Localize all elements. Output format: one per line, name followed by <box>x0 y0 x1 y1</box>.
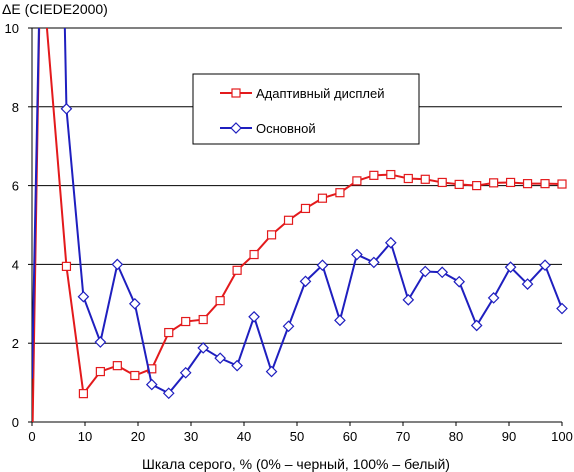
data-point <box>470 319 483 332</box>
data-point <box>181 316 191 327</box>
y-tick-label: 4 <box>12 257 19 272</box>
data-point <box>128 297 141 310</box>
data-point <box>505 177 516 188</box>
data-point <box>198 314 208 325</box>
x-axis-title: Шкала серого, % (0% – черный, 100% – бел… <box>142 456 450 472</box>
data-point <box>504 261 517 274</box>
legend-marker <box>231 88 241 98</box>
data-point <box>282 320 295 333</box>
y-tick-label: 8 <box>12 100 19 115</box>
data-point <box>60 102 73 115</box>
x-tick-label: 80 <box>449 429 463 444</box>
data-point <box>214 352 226 365</box>
y-tick-label: 2 <box>12 336 19 351</box>
x-tick-label: 40 <box>237 429 251 444</box>
data-point <box>472 181 482 191</box>
data-point <box>487 292 500 304</box>
data-point <box>419 265 432 278</box>
data-point <box>111 258 124 271</box>
legend-label: Основной <box>256 121 316 136</box>
data-point <box>162 387 175 400</box>
data-point <box>521 278 534 290</box>
data-point <box>130 370 140 381</box>
data-point <box>351 248 363 261</box>
x-tick-label: 10 <box>78 429 92 444</box>
data-point <box>420 174 430 184</box>
data-point <box>384 236 397 249</box>
data-point <box>369 170 379 180</box>
data-point <box>316 259 329 272</box>
data-point <box>231 359 243 372</box>
data-point <box>453 275 466 288</box>
data-point <box>112 361 122 371</box>
data-point <box>539 259 551 272</box>
y-tick-label: 10 <box>5 21 19 36</box>
data-point <box>265 365 278 378</box>
data-point <box>403 173 413 184</box>
series-line <box>32 28 562 422</box>
data-point <box>300 203 311 214</box>
x-tick-label: 90 <box>502 429 516 444</box>
data-point <box>557 179 567 189</box>
x-tick-label: 30 <box>184 429 198 444</box>
data-point <box>283 215 294 225</box>
data-point <box>299 275 312 288</box>
data-point <box>402 294 415 306</box>
data-point <box>368 256 380 269</box>
data-point <box>164 327 174 338</box>
data-point <box>522 179 533 189</box>
data-point <box>61 261 72 271</box>
legend: Адаптивный дисплей Основной <box>192 73 420 145</box>
data-point <box>197 342 210 354</box>
x-tick-label: 50 <box>290 429 304 444</box>
data-point <box>454 179 464 190</box>
data-point <box>436 266 449 279</box>
y-axis-title: ΔE (CIEDE2000) <box>2 1 108 17</box>
data-point <box>77 290 90 303</box>
data-point <box>95 366 105 377</box>
data-point <box>248 310 260 323</box>
data-point <box>437 177 447 188</box>
data-point <box>145 378 158 391</box>
series-2 <box>32 28 568 400</box>
data-point <box>556 302 568 315</box>
data-point <box>179 366 192 379</box>
series-1 <box>32 28 567 422</box>
data-point <box>78 389 89 399</box>
x-tick-label: 70 <box>396 429 410 444</box>
x-tick-label: 20 <box>131 429 145 444</box>
data-point <box>317 193 328 203</box>
data-point <box>232 265 242 275</box>
data-point <box>249 249 259 260</box>
data-point <box>489 178 499 188</box>
data-point <box>215 296 225 306</box>
data-point <box>352 176 362 186</box>
x-tick-label: 0 <box>28 429 35 444</box>
data-point <box>94 336 107 348</box>
x-tick-label: 100 <box>551 429 573 444</box>
legend-marker <box>230 122 242 134</box>
y-tick-label: 6 <box>12 179 19 194</box>
y-tick-label: 0 <box>12 415 19 430</box>
data-point <box>266 230 277 240</box>
legend-box <box>192 73 420 145</box>
data-point <box>540 179 550 189</box>
data-point <box>386 169 396 180</box>
series-line <box>32 28 562 395</box>
legend-label: Адаптивный дисплей <box>256 86 385 101</box>
x-tick-label: 60 <box>343 429 357 444</box>
data-point <box>335 188 345 198</box>
data-point <box>334 314 346 327</box>
plot-area <box>32 28 568 422</box>
